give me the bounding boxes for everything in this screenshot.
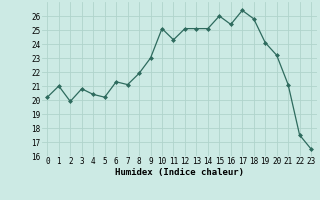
X-axis label: Humidex (Indice chaleur): Humidex (Indice chaleur) (115, 168, 244, 177)
